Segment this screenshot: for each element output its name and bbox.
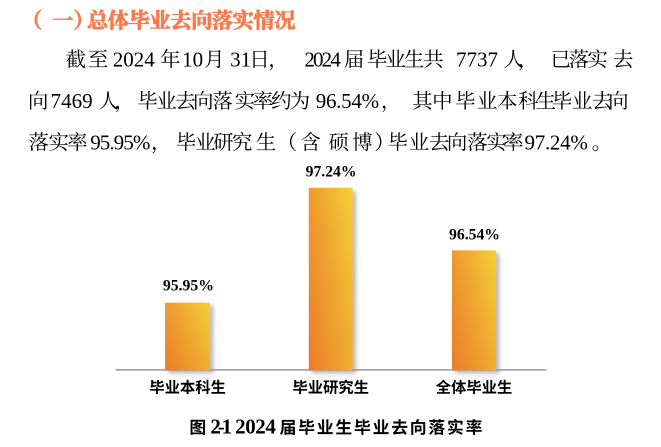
svg-text:10: 10 xyxy=(182,48,203,72)
svg-text:96.54%: 96.54% xyxy=(449,227,500,244)
svg-text:97.24%: 97.24% xyxy=(525,130,588,154)
svg-text:7737: 7737 xyxy=(456,48,498,72)
svg-text:95.95%: 95.95% xyxy=(163,278,214,295)
svg-text:2-1: 2-1 xyxy=(210,414,231,438)
svg-text:96.54%: 96.54% xyxy=(316,89,379,113)
svg-text:7469: 7469 xyxy=(51,89,93,113)
svg-text:2024: 2024 xyxy=(304,48,341,72)
svg-text:2024: 2024 xyxy=(235,414,276,438)
svg-text:2024: 2024 xyxy=(113,48,156,72)
svg-text:95.95%: 95.95% xyxy=(90,130,150,154)
svg-text:97.24%: 97.24% xyxy=(306,163,357,180)
svg-text:31: 31 xyxy=(230,48,251,72)
